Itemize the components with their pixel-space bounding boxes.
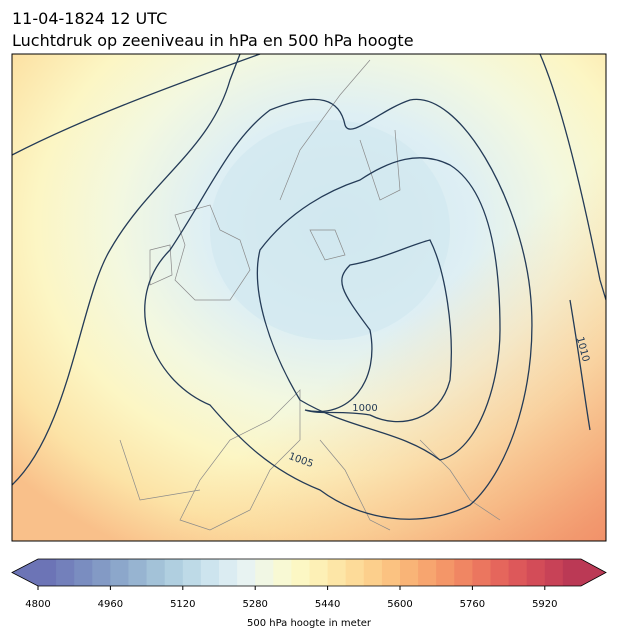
- colorbar-extend-low: [12, 559, 38, 586]
- colorbar-band: [400, 559, 419, 586]
- isobar-label: 1000: [352, 403, 377, 414]
- colorbar-tick-label: 5920: [532, 599, 557, 610]
- colorbar-band: [273, 559, 292, 586]
- colorbar-band: [562, 559, 582, 586]
- colorbar-band: [544, 559, 564, 586]
- isobars: [12, 54, 606, 520]
- colorbar-tick-label: 5440: [315, 599, 340, 610]
- coastlines: [119, 59, 501, 531]
- colorbar-band: [526, 559, 546, 586]
- colorbar-band: [291, 559, 310, 586]
- colorbar-tick-label: 5280: [242, 599, 267, 610]
- colorbar-tick-label: 5760: [460, 599, 485, 610]
- colorbar-band: [454, 559, 473, 586]
- colorbar-extend-high: [581, 559, 606, 586]
- title-line-1: 11-04-1824 12 UTC: [12, 9, 167, 28]
- map-frame: [11, 53, 607, 542]
- colorbar-band: [490, 559, 510, 586]
- colorbar-tick-label: 5120: [170, 599, 195, 610]
- colorbar-label: 500 hPa hoogte in meter: [247, 618, 372, 629]
- colorbar-band: [363, 559, 383, 586]
- colorbar-band: [327, 559, 347, 586]
- colorbar: 4800 4960 5120 5280 5440 5600 5760 5920: [11, 558, 607, 610]
- title-line-2: Luchtdruk op zeeniveau in hPa en 500 hPa…: [12, 31, 414, 50]
- colorbar-tick-label: 4960: [98, 599, 123, 610]
- colorbar-band: [309, 559, 329, 586]
- colorbar-band: [345, 559, 365, 586]
- colorbar-band: [219, 559, 238, 586]
- colorbar-band: [508, 559, 528, 586]
- colorbar-band: [472, 559, 491, 586]
- colorbar-band: [436, 559, 455, 586]
- colorbar-band: [92, 559, 111, 586]
- colorbar-band: [164, 559, 184, 586]
- colorbar-band: [38, 559, 57, 586]
- colorbar-band: [182, 559, 202, 586]
- colorbar-band: [237, 559, 256, 586]
- colorbar-tick-label: 4800: [25, 599, 50, 610]
- colorbar-band: [381, 559, 401, 586]
- colorbar-band: [110, 559, 129, 586]
- colorbar-band: [74, 559, 93, 586]
- colorbar-band: [56, 559, 75, 586]
- colorbar-tick-label: 5600: [387, 599, 412, 610]
- colorbar-band: [200, 559, 220, 586]
- map: 1000 1005 1010: [12, 54, 606, 541]
- colorbar-band: [128, 559, 148, 586]
- colorbar-band: [255, 559, 274, 586]
- colorbar-band: [418, 559, 437, 586]
- colorbar-band: [146, 559, 166, 586]
